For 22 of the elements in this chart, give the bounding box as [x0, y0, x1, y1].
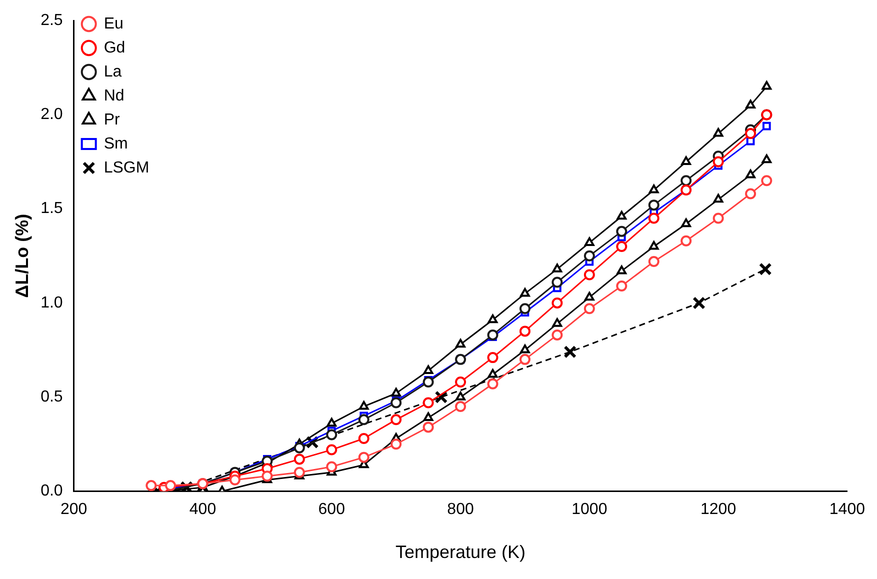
- legend-label: Eu: [104, 15, 124, 32]
- x-axis-title: Temperature (K): [396, 542, 526, 562]
- x-tick-label: 400: [189, 501, 216, 518]
- x-tick-label: 1000: [572, 501, 608, 518]
- legend-label: Nd: [104, 87, 124, 104]
- y-axis-title: ΔL/Lo (%): [12, 214, 32, 298]
- y-tick-label: 0.0: [40, 482, 63, 500]
- x-tick-label: 1400: [829, 501, 866, 518]
- x-tick-label: 200: [60, 501, 88, 518]
- y-tick-label: 2.0: [40, 106, 63, 124]
- legend-label: Pr: [104, 111, 121, 128]
- x-tick-label: 600: [318, 501, 346, 518]
- legend-label: La: [104, 63, 122, 80]
- legend-label: LSGM: [104, 159, 150, 176]
- y-tick-label: 1.5: [40, 200, 63, 218]
- x-tick-label: 1200: [700, 501, 736, 518]
- legend-label: Sm: [104, 135, 128, 152]
- x-tick-label: 800: [447, 501, 474, 518]
- y-tick-label: 2.5: [40, 12, 63, 30]
- legend-label: Gd: [104, 39, 126, 56]
- y-tick-label: 0.5: [40, 388, 63, 406]
- y-tick-label: 1.0: [40, 294, 63, 312]
